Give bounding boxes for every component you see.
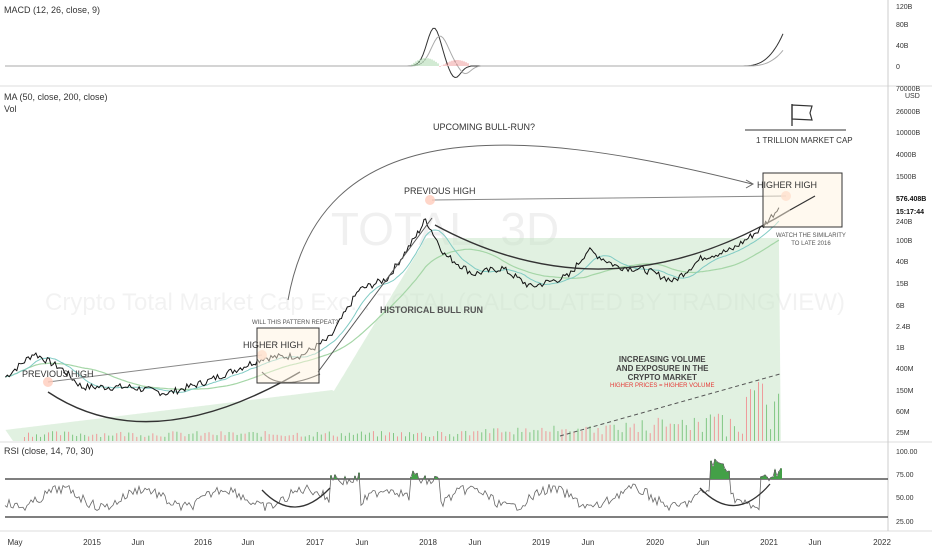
flag-icon [791,104,813,121]
rsi-curve-2 [699,483,771,507]
pattern-box-2 [762,172,843,228]
time-axis-label: Jun [356,538,369,547]
volume-line-4: HIGHER PRICES = HIGHER VOLUME [610,383,715,389]
similarity-line-2: TO LATE 2016 [791,241,831,247]
price-axis-label: 40B [896,259,909,266]
volume-line-3: CRYPTO MARKET [627,373,697,382]
price-axis-label: 100B [896,238,913,245]
previous-high-2-label: PREVIOUS HIGH [404,186,476,196]
volume-note: INCREASING VOLUME AND EXPOSURE IN THE CR… [610,355,715,391]
price-axis-label: 10000B [896,130,920,137]
price-axis-label: 15:17:44 [896,209,924,216]
price-line [5,207,780,397]
cup-curve-1 [47,371,301,423]
ma-title: MA (50, close, 200, close) [4,92,108,102]
macd-axis-label: 40B [896,43,909,50]
macd-signal-line [5,35,784,75]
price-axis-label: 576.408B [896,196,926,203]
price-axis-unit: USD [905,93,920,100]
rsi-line [4,458,782,512]
upcoming-arrowhead [745,179,755,189]
time-axis-label: 2021 [760,538,778,547]
price-axis-label: 1500B [896,174,917,181]
prev-high-line-1 [47,354,263,383]
upcoming-bull-label: UPCOMING BULL-RUN? [433,122,536,132]
previous-high-1-label: PREVIOUS HIGH [22,369,94,379]
price-axis-label: 26000B [896,109,920,116]
ma-50-line [5,220,780,393]
time-axis-label: Jun [809,538,822,547]
time-axis-label: Jun [242,538,255,547]
high-marker [43,377,53,387]
time-axis-label: Jun [582,538,595,547]
time-axis-label: Jun [132,538,145,547]
pattern-box-1 [256,327,320,384]
price-axis-label: 6B [896,303,905,310]
volume-area [5,238,781,441]
rsi-title: RSI (close, 14, 70, 30) [4,446,94,456]
macd-axis-label: 0 [896,64,900,71]
upcoming-arc [287,144,753,301]
macd-line [5,27,784,79]
price-axis-label: 60M [896,409,910,416]
time-axis-label: 2016 [194,538,212,547]
price-axis-label: 25M [896,430,910,437]
time-axis-label: 2022 [873,538,891,547]
time-axis-label: 2015 [83,538,101,547]
rsi-axis-label: 50.00 [896,495,914,502]
time-axis-label: 2018 [419,538,437,547]
higher-high-1-label: HIGHER HIGH [243,340,304,350]
price-axis-label: 70000B [896,86,920,93]
volume-line-2: AND EXPOSURE IN THE [616,364,709,373]
time-axis-label: 2017 [306,538,324,547]
high-marker [425,195,435,205]
similarity-line-1: WATCH THE SIMILARITY [776,233,846,239]
price-axis-label: 15B [896,281,909,288]
trillion-label: 1 TRILLION MARKET CAP [756,136,853,145]
rsi-curve-1 [261,487,331,508]
time-axis-label: Jun [469,538,482,547]
volume-line-1: INCREASING VOLUME [618,355,706,364]
price-axis-label: 240B [896,219,913,226]
bull-run-line [317,217,433,373]
price-axis-label: 1B [896,345,905,352]
prev-high-line-2 [431,195,787,201]
price-axis-label: 150M [896,388,914,395]
price-axis-label: 4000B [896,152,917,159]
macd-axis-label: 80B [896,22,909,29]
macd-axis-label: 120B [896,4,913,11]
historical-bull-label: HISTORICAL BULL RUN [380,305,484,315]
price-axis-label: 400M [896,366,914,373]
macd-title: MACD (12, 26, close, 9) [4,5,101,15]
similarity-label: WATCH THE SIMILARITY TO LATE 2016 [776,232,846,248]
price-axis-label: 2.4B [896,324,911,331]
volume-trend-line [559,373,781,437]
time-axis-label: Jun [697,538,710,547]
rsi-axis-label: 100.00 [896,449,918,456]
vol-title: Vol [4,104,17,114]
rsi-axis-label: 75.00 [896,472,914,479]
higher-high-2-label: HIGHER HIGH [757,180,818,190]
time-axis-label: 2020 [646,538,664,547]
cup-curve-3 [434,209,791,270]
time-axis-label: 2019 [532,538,550,547]
pattern-repeat-label: WILL THIS PATTERN REPEAT? [252,320,339,326]
target-arrow [789,195,816,211]
rsi-axis-label: 25.00 [896,519,914,526]
ma-200-line [5,239,780,391]
time-axis-label: May [7,538,22,547]
